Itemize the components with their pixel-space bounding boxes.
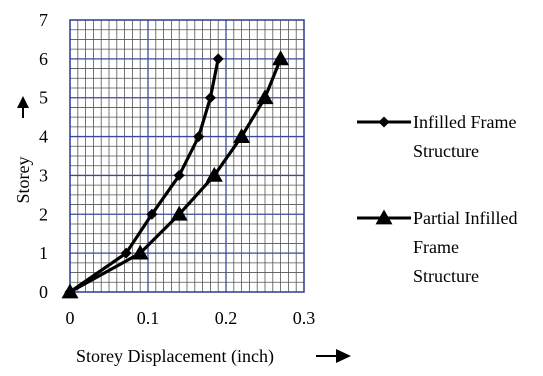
y-tick-label: 0 [39, 282, 48, 302]
diamond-marker [193, 131, 205, 143]
plot-grid [70, 20, 304, 292]
diamond-marker [212, 53, 224, 65]
y-tick-label: 5 [39, 88, 48, 108]
legend-label: Frame [413, 237, 459, 257]
x-tick-label: 0 [66, 308, 75, 328]
y-tick-label: 3 [39, 165, 48, 185]
plot-frame [69, 19, 305, 293]
triangle-marker [256, 89, 274, 105]
x-tick-label: 0.1 [137, 308, 160, 328]
legend: Infilled Frame Structure Partial Infilled F… [357, 112, 517, 286]
series-group [61, 50, 290, 299]
y-tick-label: 6 [39, 49, 48, 69]
x-axis-title: Storey Displacement (inch) [76, 346, 274, 367]
y-axis-title: Storey [13, 157, 33, 204]
legend-label: Structure [413, 141, 479, 161]
diamond-marker [173, 169, 185, 181]
y-tick-label: 1 [39, 243, 48, 263]
legend-item-1: Infilled Frame Structure [357, 112, 516, 161]
y-tick-label: 4 [39, 127, 48, 147]
triangle-marker [205, 166, 223, 182]
diamond-marker [146, 208, 158, 220]
y-tick-label: 2 [39, 204, 48, 224]
tick-labels: 0 0.1 0.2 0.3 0 1 2 3 4 5 6 7 [39, 10, 315, 328]
diamond-marker [120, 247, 132, 259]
triangle-marker [233, 128, 251, 143]
series-1 [64, 53, 224, 298]
x-axis-arrow [316, 349, 351, 363]
diamond-marker [204, 92, 216, 104]
legend-label: Structure [413, 266, 479, 286]
x-tick-label: 0.2 [215, 308, 238, 328]
triangle-marker [272, 50, 290, 66]
series-2 [61, 50, 290, 299]
triangle-marker [61, 283, 79, 299]
legend-marker [375, 209, 393, 225]
x-tick-label: 0.3 [293, 308, 316, 328]
legend-item-2: Partial Infilled Frame Structure [357, 208, 517, 286]
triangle-marker [131, 244, 149, 260]
legend-label: Infilled Frame [413, 112, 516, 132]
y-tick-label: 7 [39, 10, 48, 30]
y-axis-arrow [17, 96, 29, 118]
plot-axes [69, 19, 305, 293]
legend-marker [378, 116, 390, 128]
legend-label: Partial Infilled [413, 208, 517, 228]
triangle-marker [170, 205, 188, 221]
